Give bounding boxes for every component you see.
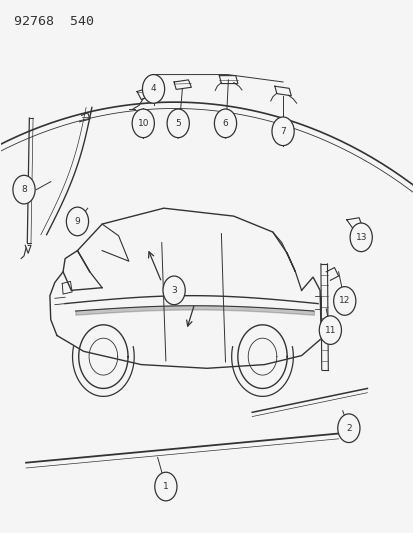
- Text: 12: 12: [338, 296, 349, 305]
- Circle shape: [318, 316, 341, 344]
- Circle shape: [66, 207, 88, 236]
- Text: 8: 8: [21, 185, 27, 194]
- Text: 6: 6: [222, 119, 228, 128]
- Circle shape: [132, 109, 154, 138]
- Circle shape: [142, 75, 164, 103]
- Text: 7: 7: [280, 127, 285, 136]
- Text: 9: 9: [74, 217, 80, 226]
- Circle shape: [163, 276, 185, 305]
- Text: 92768  540: 92768 540: [14, 14, 93, 28]
- Text: 3: 3: [171, 286, 176, 295]
- Circle shape: [349, 223, 371, 252]
- Circle shape: [337, 414, 359, 442]
- Text: 4: 4: [150, 84, 156, 93]
- Text: 13: 13: [355, 233, 366, 242]
- Circle shape: [167, 109, 189, 138]
- Text: 2: 2: [345, 424, 351, 433]
- Circle shape: [271, 117, 294, 146]
- Text: 11: 11: [324, 326, 335, 335]
- Text: 10: 10: [137, 119, 149, 128]
- Circle shape: [214, 109, 236, 138]
- Text: 5: 5: [175, 119, 180, 128]
- Circle shape: [13, 175, 35, 204]
- Circle shape: [154, 472, 176, 501]
- Circle shape: [333, 287, 355, 316]
- Text: 1: 1: [163, 482, 169, 491]
